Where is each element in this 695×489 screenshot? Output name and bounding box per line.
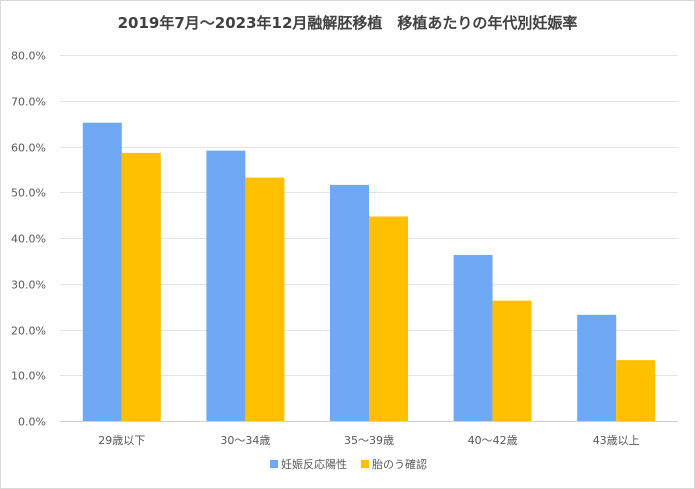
bar-sac	[492, 300, 532, 421]
x-axis: 29歳以下 30～34歳 35～39歳 40～42歳 43歳以上	[98, 434, 639, 447]
chart-title: 2019年7月～2023年12月融解胚移植 移植あたりの年代別妊娠率	[117, 14, 578, 32]
y-tick-label: 70.0%	[11, 96, 46, 109]
bar-positive	[453, 254, 493, 421]
y-tick-label: 40.0%	[11, 233, 46, 246]
legend: 妊娠反応陽性 胎のう確認	[270, 457, 427, 471]
y-tick-label: 20.0%	[11, 325, 46, 338]
bar-sac	[245, 177, 285, 421]
x-tick-label: 35～39歳	[344, 434, 394, 447]
x-tick-label: 43歳以上	[593, 434, 640, 447]
legend-swatch	[270, 460, 278, 468]
y-tick-label: 10.0%	[11, 370, 46, 383]
x-tick-label: 40～42歳	[468, 434, 518, 447]
x-tick-label: 29歳以下	[98, 434, 145, 447]
legend-label: 妊娠反応陽性	[281, 457, 347, 471]
y-tick-label: 0.0%	[18, 416, 46, 429]
bars	[82, 122, 656, 422]
bar-positive	[82, 122, 122, 422]
y-tick-label: 80.0%	[11, 50, 46, 63]
bar-positive	[330, 184, 369, 421]
bar-sac	[121, 152, 161, 421]
y-tick-label: 50.0%	[11, 187, 46, 200]
y-tick-label: 30.0%	[11, 279, 46, 292]
legend-swatch	[361, 460, 369, 468]
bar-positive	[206, 150, 246, 421]
y-tick-label: 60.0%	[11, 142, 46, 155]
bar-positive	[577, 314, 617, 421]
x-tick-label: 30～34歳	[220, 434, 270, 447]
bar-sac	[616, 360, 656, 421]
bar-sac	[369, 216, 408, 421]
legend-label: 胎のう確認	[372, 457, 427, 471]
y-axis: 0.0% 10.0% 20.0% 30.0% 40.0% 50.0% 60.0% 70.0% 8…	[11, 50, 46, 429]
